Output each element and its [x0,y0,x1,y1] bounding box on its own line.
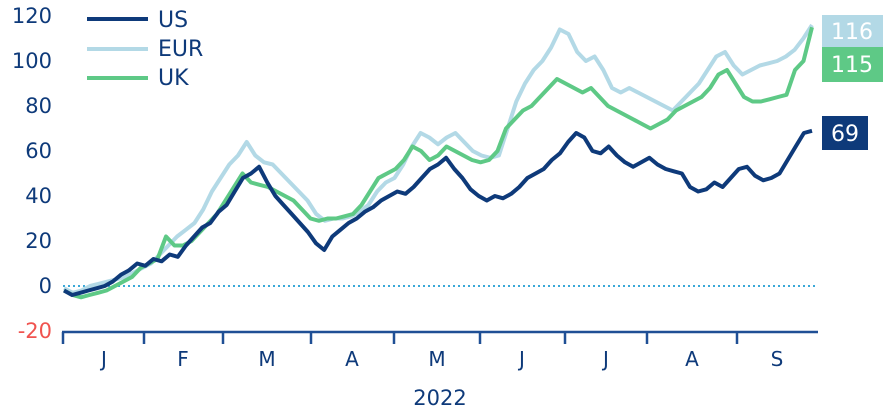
y-tick-label: 80 [25,94,52,118]
end-labels: 116 115 69 [822,15,883,150]
legend: US EUR UK [87,8,203,91]
x-tick-label: J [99,347,107,371]
end-label-us: 69 [831,122,859,147]
end-label-us-box [822,116,868,150]
end-label-eur-box [822,15,883,47]
x-tick-label: A [685,347,699,371]
x-tick-label: M [428,347,445,371]
y-tick-label: 120 [12,4,52,28]
series-lines [63,23,814,300]
x-axis-ticks [61,332,739,344]
x-axis-title: 2022 [413,386,466,410]
end-label-uk: 115 [831,53,873,78]
y-axis-labels: 120 100 80 60 40 20 0 -20 [12,4,52,343]
y-tick-label: 40 [25,184,52,208]
y-tick-label-negative: -20 [18,319,52,343]
x-tick-label: S [771,347,784,371]
x-tick-label: M [258,347,275,371]
end-label-eur: 116 [831,20,873,45]
y-tick-label: 0 [39,274,52,298]
x-axis: J F M A M J J A S 2022 [61,330,818,410]
y-tick-label: 20 [25,229,52,253]
legend-label-uk: UK [158,66,189,91]
legend-label-us: US [158,8,188,33]
series-line-eur [63,23,814,295]
x-tick-label: A [345,347,359,371]
y-tick-label: 60 [25,139,52,163]
series-line-us [63,128,813,297]
end-label-uk-box [822,47,883,82]
x-tick-label: J [517,347,525,371]
x-tick-label: F [177,347,189,371]
x-tick-label: J [601,347,609,371]
legend-label-eur: EUR [158,37,203,62]
y-tick-label: 100 [12,49,52,73]
